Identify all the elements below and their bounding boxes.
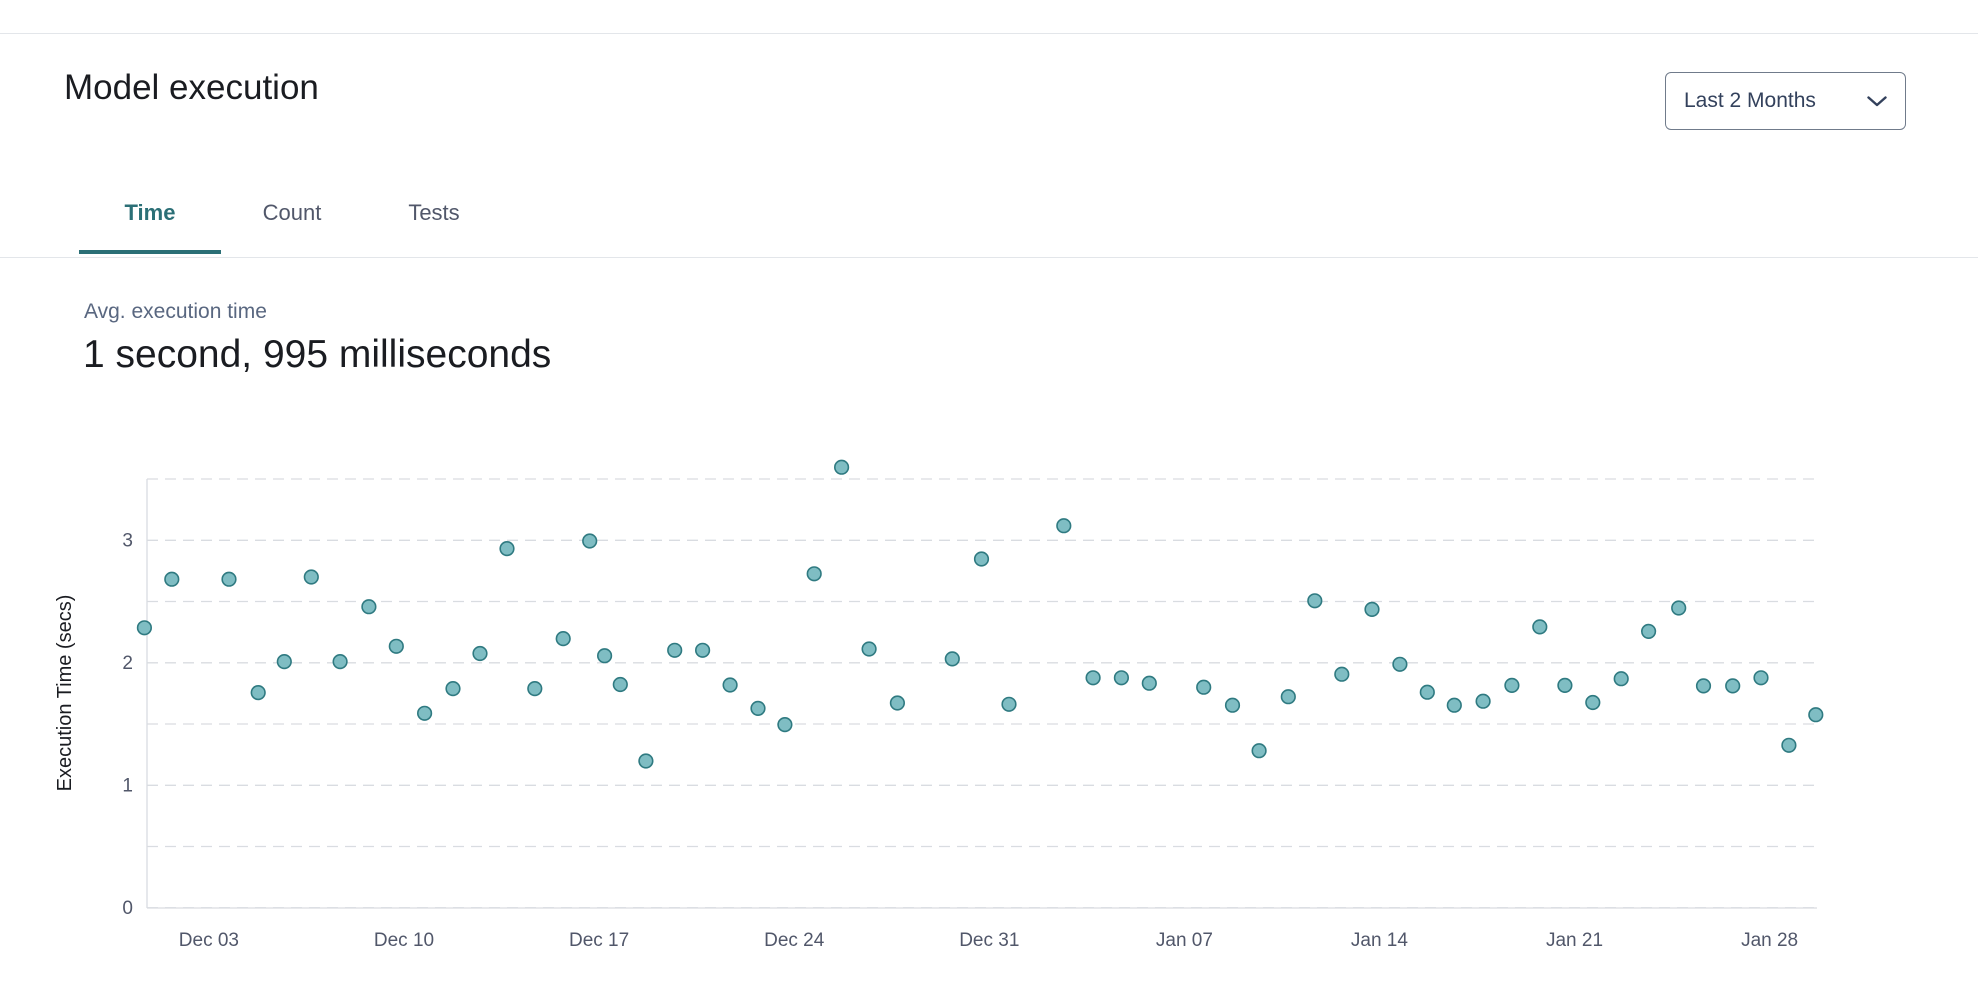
svg-text:Jan 28: Jan 28 (1741, 930, 1798, 951)
svg-text:Dec 31: Dec 31 (959, 930, 1019, 951)
svg-text:Dec 24: Dec 24 (764, 930, 825, 951)
svg-text:Dec 10: Dec 10 (374, 930, 434, 951)
svg-text:1: 1 (122, 775, 133, 796)
svg-text:2: 2 (122, 653, 133, 674)
svg-text:Jan 21: Jan 21 (1546, 930, 1603, 951)
svg-text:Jan 07: Jan 07 (1156, 930, 1213, 951)
svg-text:Jan 14: Jan 14 (1351, 930, 1408, 951)
svg-text:Dec 03: Dec 03 (179, 930, 239, 951)
svg-text:Dec 17: Dec 17 (569, 930, 629, 951)
svg-text:3: 3 (122, 530, 133, 551)
svg-text:0: 0 (122, 898, 133, 919)
